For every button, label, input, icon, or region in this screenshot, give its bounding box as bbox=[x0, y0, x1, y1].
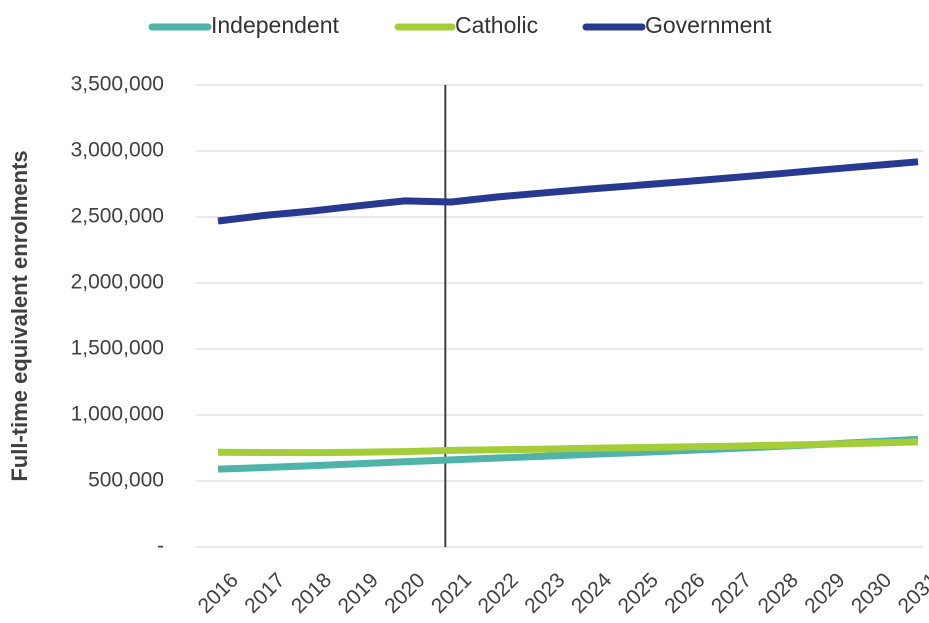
x-tick-label: 2017 bbox=[240, 569, 289, 618]
x-tick-label: 2021 bbox=[427, 569, 476, 618]
x-tick-label: 2018 bbox=[287, 569, 336, 618]
x-tick-label: 2025 bbox=[614, 569, 663, 618]
x-tick-label: 2027 bbox=[707, 569, 756, 618]
x-tick-label: 2026 bbox=[660, 569, 709, 618]
y-tick-label: 1,000,000 bbox=[71, 403, 164, 426]
y-tick-label: 2,500,000 bbox=[71, 205, 164, 228]
y-tick-label: 2,000,000 bbox=[71, 271, 164, 294]
series-lines bbox=[217, 158, 919, 473]
y-tick-label: 500,000 bbox=[88, 469, 164, 492]
x-tick-label: 2020 bbox=[380, 569, 429, 618]
x-tick-label: 2029 bbox=[800, 569, 849, 618]
y-tick-label: 3,500,000 bbox=[71, 73, 164, 96]
x-tick-label: 2030 bbox=[847, 569, 896, 618]
legend: Independent Catholic Government bbox=[148, 12, 772, 38]
y-tick-label: 3,000,000 bbox=[71, 139, 164, 162]
y-tick-label: - bbox=[157, 535, 164, 558]
y-axis-ticks: - 500,000 1,000,000 1,500,000 2,000,000 2,500… bbox=[71, 73, 164, 558]
x-tick-label: 2016 bbox=[194, 569, 243, 618]
x-tick-label: 2022 bbox=[474, 569, 523, 618]
x-tick-label: 2028 bbox=[754, 569, 803, 618]
x-axis-ticks: 2016201720182019202020212022202320242025… bbox=[194, 568, 929, 618]
legend-label: Government bbox=[645, 12, 772, 38]
y-axis-title: Full-time equivalent enrolments bbox=[7, 150, 32, 481]
x-tick-label: 2023 bbox=[520, 569, 569, 618]
series-line-government bbox=[217, 158, 919, 225]
legend-label: Catholic bbox=[455, 12, 538, 38]
legend-label: Independent bbox=[211, 12, 340, 38]
y-tick-label: 1,500,000 bbox=[71, 337, 164, 360]
x-tick-label: 2024 bbox=[567, 568, 617, 618]
x-tick-label: 2019 bbox=[334, 569, 383, 618]
x-tick-label: 2031 bbox=[894, 569, 929, 618]
gridlines bbox=[196, 84, 923, 548]
series-line-catholic bbox=[217, 438, 919, 457]
